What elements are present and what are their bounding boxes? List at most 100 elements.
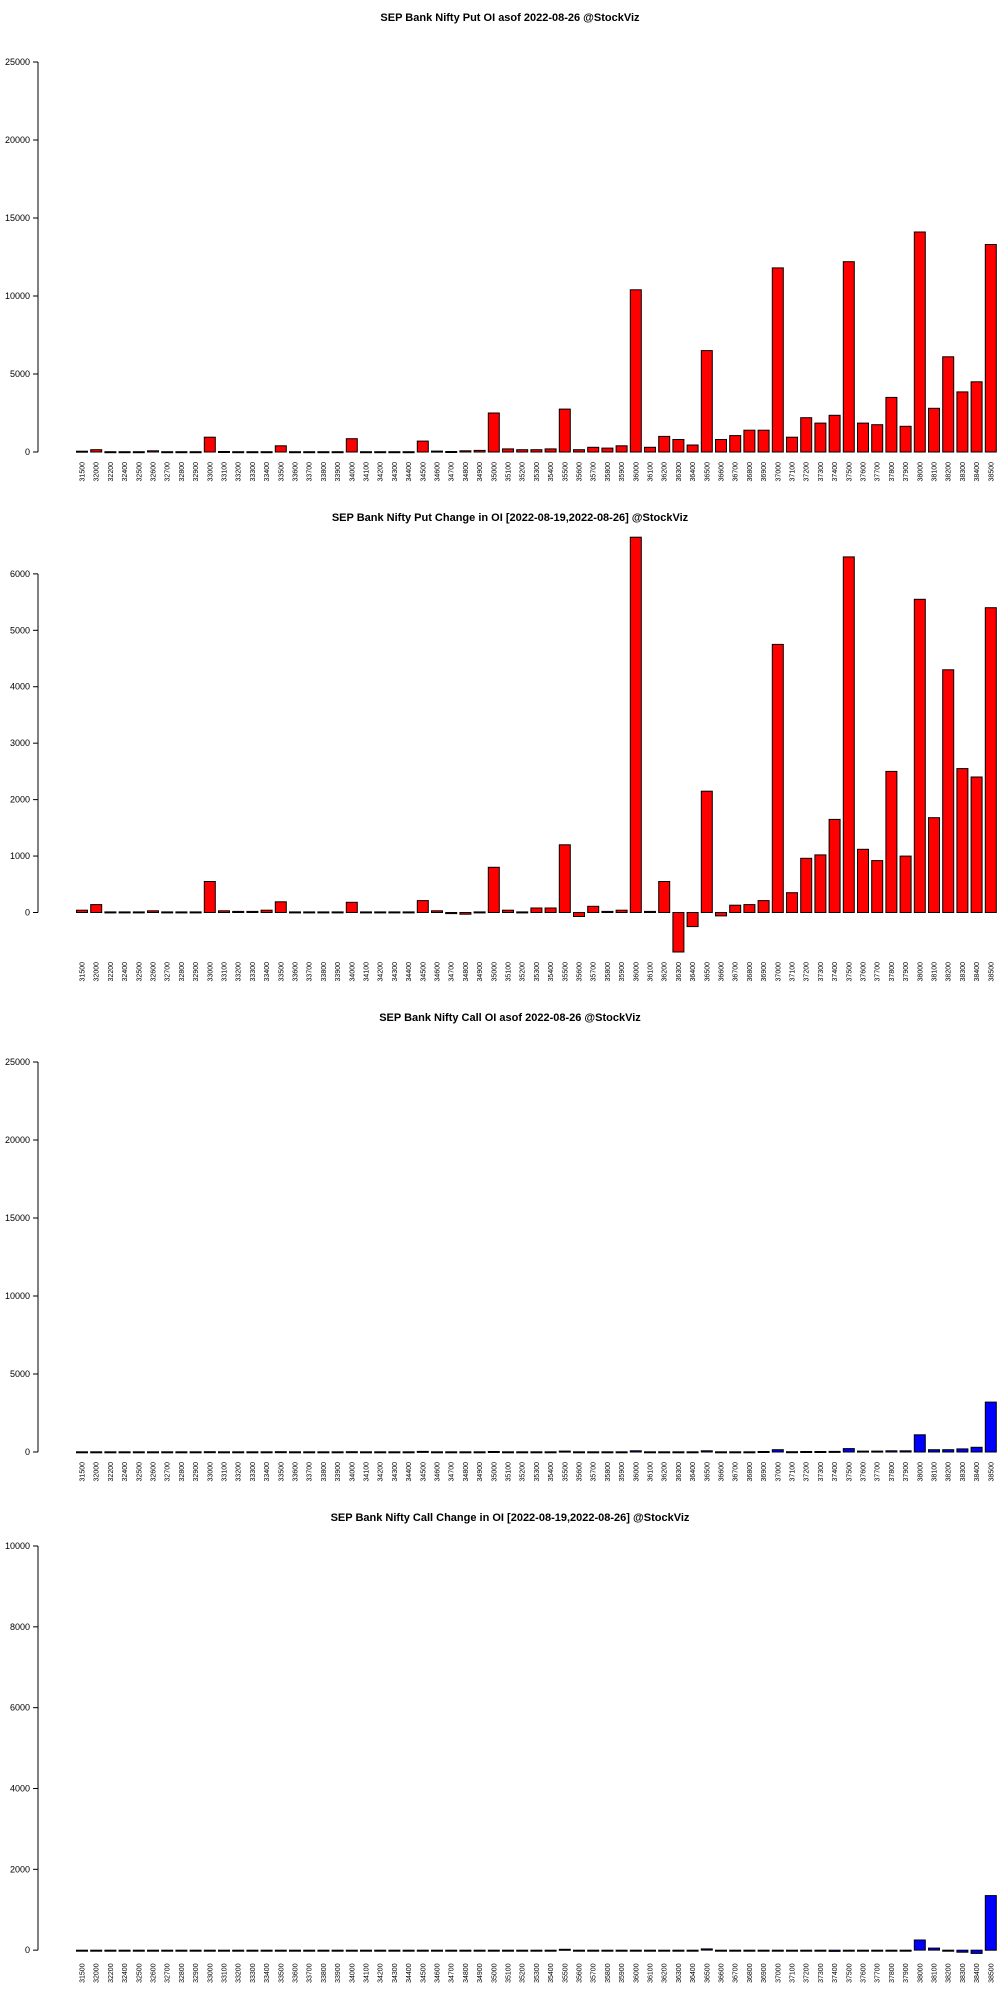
x-tick-label: 37800: [889, 1462, 896, 1482]
bar-37100: [786, 1949, 798, 1952]
x-tick-label: 37000: [775, 1963, 782, 1983]
bar-36200: [658, 1949, 671, 1952]
x-tick-label: 33800: [321, 1963, 328, 1983]
bar-35700: [587, 1451, 600, 1454]
x-tick-label: 35000: [491, 1462, 498, 1482]
x-tick-label: 33200: [236, 962, 243, 982]
bar-36300: [672, 1451, 685, 1454]
x-tick-label: 32500: [136, 462, 143, 482]
chart-panel-3: SEP Bank Nifty Call OI asof 2022-08-26 @…: [5, 1012, 997, 1482]
x-tick-label: 34900: [477, 962, 484, 982]
bar-33400: [260, 1451, 273, 1454]
x-tick-label: 36600: [719, 1963, 726, 1983]
x-tick-label: 35500: [562, 1963, 569, 1983]
y-tick-label: 10000: [5, 1291, 30, 1301]
x-tick-label: 34200: [378, 462, 385, 482]
x-tick-label: 34800: [463, 962, 470, 982]
bar-38000: [913, 1939, 926, 1951]
bar-35200: [516, 1451, 529, 1454]
x-tick-label: 34700: [449, 1963, 456, 1983]
x-tick-label: 36300: [676, 1462, 683, 1482]
bar-34000: [345, 438, 358, 453]
bar-38400: [970, 1446, 983, 1453]
bar-35400: [544, 1451, 557, 1454]
x-tick-label: 35000: [491, 1963, 498, 1983]
x-tick-label: 34600: [435, 962, 442, 982]
x-tick-label: 35700: [591, 962, 598, 982]
bar-37400: [828, 1949, 841, 1952]
bar-36800: [743, 429, 756, 453]
x-tick-label: 37600: [861, 1963, 868, 1983]
x-tick-label: 36600: [719, 962, 726, 982]
x-tick-label: 35800: [605, 962, 612, 982]
bar-35700: [587, 905, 600, 913]
bar-35200: [516, 911, 529, 914]
x-tick-label: 34800: [463, 462, 470, 482]
x-tick-label: 36800: [747, 462, 754, 482]
x-tick-label: 35700: [591, 1963, 598, 1983]
x-tick-label: 34100: [364, 1963, 371, 1983]
x-tick-label: 35300: [534, 1963, 541, 1983]
x-tick-label: 33400: [264, 462, 271, 482]
bar-32400: [118, 451, 131, 454]
x-tick-label: 35100: [506, 1462, 513, 1482]
x-tick-label: 38400: [974, 1462, 981, 1482]
bar-33700: [303, 1949, 316, 1952]
chart-panel-4: SEP Bank Nifty Call Change in OI [2022-0…: [5, 1512, 997, 1983]
bar-36000: [629, 536, 642, 913]
x-tick-label: 38500: [988, 462, 995, 482]
bar-34500: [416, 440, 429, 453]
chart-title: SEP Bank Nifty Put OI asof 2022-08-26 @S…: [380, 12, 640, 24]
bar-33600: [289, 451, 301, 454]
x-tick-label: 32600: [151, 462, 158, 482]
x-tick-label: 35900: [619, 1462, 626, 1482]
bar-35500: [558, 844, 571, 913]
bar-33600: [289, 1949, 301, 1952]
x-tick-label: 37600: [861, 962, 868, 982]
x-tick-label: 32800: [179, 1963, 186, 1983]
x-tick-label: 33300: [250, 1963, 257, 1983]
x-tick-label: 32900: [193, 962, 200, 982]
bar-35300: [530, 1451, 543, 1454]
x-tick-label: 32600: [151, 1963, 158, 1983]
x-tick-label: 32900: [193, 1462, 200, 1482]
x-tick-label: 33600: [293, 1462, 300, 1482]
bar-34500: [416, 900, 429, 913]
x-tick-label: 37000: [775, 1462, 782, 1482]
x-tick-label: 36600: [719, 462, 726, 482]
x-tick-label: 36000: [633, 1963, 640, 1983]
x-tick-label: 36700: [733, 462, 740, 482]
bar-37800: [885, 1949, 898, 1952]
x-tick-label: 33700: [307, 962, 314, 982]
bar-32500: [132, 1451, 145, 1454]
x-tick-label: 36100: [648, 962, 655, 982]
x-tick-label: 38200: [946, 962, 953, 982]
x-tick-label: 37400: [832, 462, 839, 482]
y-tick-label: 20000: [5, 1135, 30, 1145]
x-tick-label: 32900: [193, 1963, 200, 1983]
bar-36800: [743, 1451, 756, 1454]
bar-38100: [928, 817, 940, 914]
bar-37400: [828, 1450, 841, 1453]
bar-36500: [700, 350, 713, 453]
x-tick-label: 35000: [491, 462, 498, 482]
bar-37100: [786, 1451, 798, 1454]
bar-37500: [842, 1448, 855, 1453]
x-tick-label: 33200: [236, 1462, 243, 1482]
bar-34900: [473, 449, 486, 453]
x-tick-label: 37200: [804, 1963, 811, 1983]
bar-36600: [715, 912, 727, 917]
x-tick-label: 37900: [903, 462, 910, 482]
x-tick-label: 38400: [974, 1963, 981, 1983]
x-tick-label: 36200: [662, 962, 669, 982]
x-tick-label: 32700: [165, 962, 172, 982]
x-tick-label: 38200: [946, 1462, 953, 1482]
x-tick-label: 37100: [790, 962, 797, 982]
x-tick-label: 36000: [633, 962, 640, 982]
x-tick-label: 36500: [704, 1462, 711, 1482]
x-tick-label: 33500: [278, 962, 285, 982]
x-tick-label: 34300: [392, 462, 399, 482]
bar-38000: [913, 231, 926, 453]
x-tick-label: 32200: [108, 1963, 115, 1983]
x-tick-label: 36700: [733, 1462, 740, 1482]
